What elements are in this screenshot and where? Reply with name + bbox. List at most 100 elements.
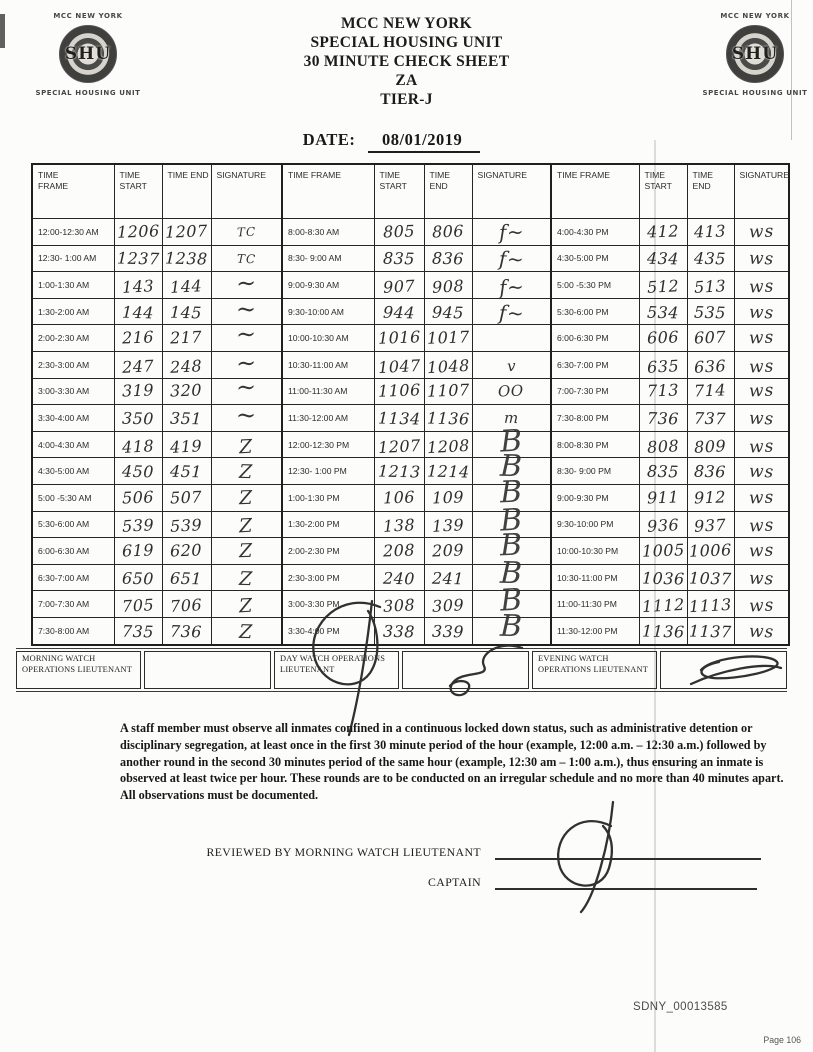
time-start-cell: 143	[113, 271, 163, 299]
signature-cell-value: ws	[748, 540, 775, 562]
signature-cell: TC	[210, 218, 283, 246]
time-end-cell: 539	[161, 510, 212, 539]
signature-cell: ~	[210, 348, 283, 379]
check-table-body: 12:00-12:30 AM 1206 1207 TC 8:00-8:30 AM 805 8…	[31, 218, 790, 646]
time-end-cell: 413	[686, 218, 735, 246]
time-start-cell: 936	[638, 510, 688, 539]
time-end-cell-value: 145	[170, 302, 203, 322]
shu-logo-left: MCC NEW YORK SHU SPECIAL HOUSING UNIT	[26, 12, 150, 97]
signature-cell: ws	[733, 218, 790, 246]
time-end-cell: 241	[423, 563, 473, 592]
time-frame-cell: 10:30-11:00 AM	[281, 350, 375, 379]
signature-cell-value: f~	[498, 274, 525, 300]
time-start-cell: 736	[638, 404, 688, 432]
shu-seal-icon: SHU	[726, 25, 784, 83]
table-row: 1:30-2:00 AM 144 145 ~9:30-10:00 AM 944 945 f~…	[31, 294, 790, 326]
time-frame-cell: 12:30- 1:00 PM	[281, 457, 375, 485]
time-start-cell: 1112	[638, 590, 688, 618]
time-end-cell-value: 451	[170, 461, 203, 482]
time-frame-cell: 5:30-6:00 AM	[31, 510, 115, 539]
time-end-cell-value: 435	[694, 248, 727, 269]
signature-cell-value: TC	[236, 252, 256, 267]
time-start-cell-value: 619	[121, 540, 155, 561]
time-frame-cell: 7:00-7:30 PM	[550, 377, 640, 406]
time-frame-cell: 10:30-11:00 PM	[550, 563, 640, 592]
time-start-cell-value: 1106	[377, 380, 421, 402]
signature-cell-value: B	[499, 555, 523, 591]
signature-cell: ~	[210, 373, 283, 406]
time-frame-cell: 2:30-3:00 AM	[31, 350, 115, 379]
time-start-cell: 308	[373, 590, 425, 618]
time-end-cell: 1017	[423, 324, 473, 352]
signature-cell-value: Z	[238, 594, 254, 618]
time-start-cell-value: 944	[382, 302, 416, 322]
title-line: SPECIAL HOUSING UNIT	[310, 34, 503, 51]
time-frame-cell: 3:00-3:30 PM	[281, 590, 375, 618]
time-frame-cell: 11:30-12:00 PM	[550, 616, 640, 646]
signature-cell-value: Z	[239, 460, 254, 484]
time-start-cell-value: 319	[121, 380, 155, 401]
col-header-time-start: TIME START	[638, 163, 688, 219]
time-start-cell-value: 736	[646, 408, 680, 429]
table-row: 7:00-7:30 AM 705 706 Z 3:00-3:30 PM 308 309 B 11…	[31, 582, 790, 619]
time-frame-cell: 2:30-3:00 PM	[281, 563, 375, 592]
time-end-cell-value: 1207	[164, 221, 209, 242]
time-frame-cell: 10:00-10:30 PM	[550, 537, 640, 565]
signature-cell: f~	[471, 271, 552, 300]
time-start-cell-value: 606	[646, 327, 680, 348]
time-start-cell-value: 144	[121, 302, 155, 322]
time-start-cell-value: 1207	[377, 435, 421, 457]
signature-cell-value: B	[499, 422, 524, 460]
time-end-cell: 1137	[686, 616, 735, 646]
time-frame-cell: 11:30-12:00 AM	[281, 404, 375, 432]
signature-cell: Z	[210, 510, 283, 539]
time-start-cell: 1213	[373, 457, 425, 485]
signature-cell: ws	[733, 537, 790, 565]
table-row: 6:00-6:30 AM 619 620 Z 2:00-2:30 PM 208 209 B 10…	[31, 528, 790, 565]
time-start-cell-value: 911	[646, 487, 680, 508]
time-start-cell-value: 434	[646, 248, 680, 269]
signature-cell: TC	[210, 244, 283, 273]
time-frame-cell: 12:00-12:30 PM	[281, 430, 375, 459]
time-frame-cell: 8:00-8:30 PM	[550, 430, 640, 459]
shu-seal-icon: SHU	[59, 25, 117, 83]
signature-cell-value: Z	[239, 567, 254, 590]
time-start-cell-value: 835	[646, 461, 680, 482]
signature-cell: Z	[210, 563, 283, 592]
time-frame-cell: 8:00-8:30 AM	[281, 218, 375, 246]
signature-cell: B	[471, 582, 552, 619]
time-frame-cell: 9:30-10:00 PM	[550, 510, 640, 539]
time-frame-cell: 6:00-6:30 AM	[31, 537, 115, 565]
signature-cell: ~	[210, 319, 283, 352]
time-start-cell: 1005	[638, 537, 688, 565]
title-line: TIER-J	[380, 91, 433, 108]
signature-cell-value: ws	[748, 435, 775, 458]
signature-cell: ws	[733, 404, 790, 432]
time-start-cell: 338	[373, 616, 425, 646]
signature-cell: f~	[471, 297, 552, 326]
time-end-cell-value: 139	[431, 515, 465, 537]
signature-cell-value: ~	[235, 319, 258, 349]
col-header-time-start: TIME START	[113, 163, 163, 219]
time-start-cell-value: 512	[646, 276, 680, 297]
signature-cell-value: B	[499, 582, 524, 619]
time-start-cell-value: 835	[382, 248, 416, 269]
time-end-cell-value: 539	[170, 515, 204, 537]
signature-cell-value: Z	[239, 620, 254, 643]
col-header-time-end: TIME END	[686, 163, 735, 219]
col-header-time-start: TIME START	[373, 163, 425, 219]
time-end-cell: 1208	[423, 430, 473, 459]
time-end-cell-value: 209	[431, 540, 465, 561]
time-frame-cell: 5:00 -5:30 AM	[31, 483, 115, 512]
time-end-cell: 806	[423, 218, 473, 246]
time-end-cell-value: 1017	[426, 327, 470, 348]
bates-stamp: SDNY_00013585	[633, 1001, 728, 1013]
time-start-cell: 106	[373, 483, 425, 512]
signature-cell-value: ws	[748, 408, 775, 430]
time-start-cell: 450	[113, 457, 163, 485]
reviewed-by-row: REVIEWED BY MORNING WATCH LIEUTENANT	[185, 843, 761, 860]
table-row: 4:30-5:00 AM 450 451 Z 12:30- 1:00 PM 1213 121…	[31, 449, 790, 485]
time-frame-cell: 4:00-4:30 PM	[550, 218, 640, 246]
time-start-cell: 619	[113, 537, 163, 565]
time-end-cell: 1136	[423, 404, 473, 432]
